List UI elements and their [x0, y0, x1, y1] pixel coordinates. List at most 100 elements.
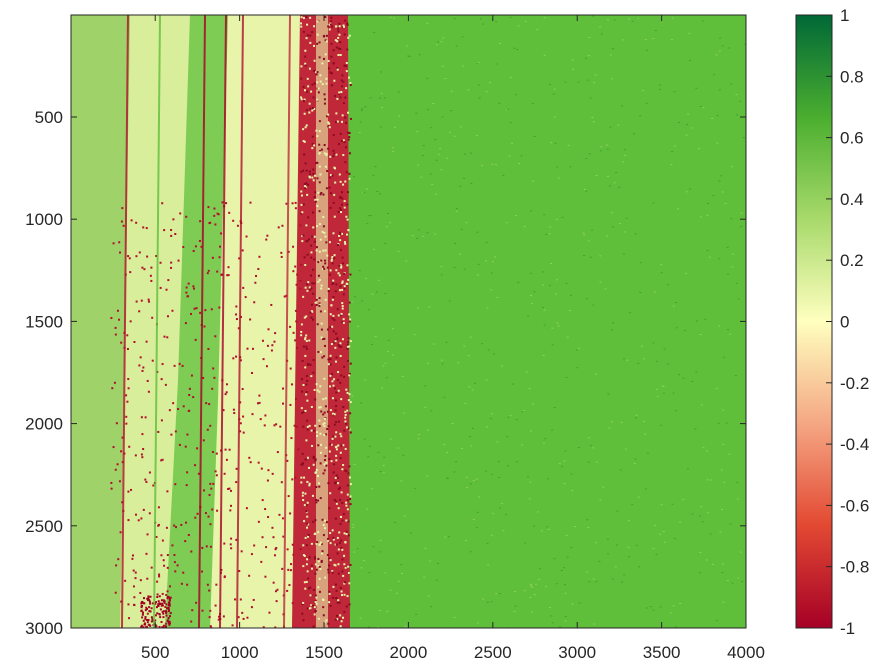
speckle [340, 312, 343, 315]
speckle [404, 625, 407, 627]
speckle [166, 490, 169, 493]
speckle [315, 298, 318, 301]
speckle [313, 240, 316, 243]
speckle [122, 224, 125, 227]
speckle [343, 200, 346, 203]
speckle [434, 233, 437, 235]
speckle [731, 266, 734, 268]
speckle [406, 45, 409, 47]
speckle [333, 387, 336, 390]
speckle [637, 17, 640, 19]
speckle [348, 393, 351, 396]
speckle [302, 425, 305, 428]
speckle [261, 499, 264, 502]
speckle [339, 457, 342, 460]
speckle [536, 28, 539, 30]
speckle [322, 524, 325, 527]
speckle [343, 554, 346, 557]
speckle [643, 433, 646, 435]
speckle [532, 180, 535, 182]
speckle [289, 403, 292, 406]
speckle [742, 137, 745, 139]
speckle [356, 548, 359, 550]
speckle [332, 149, 335, 152]
speckle [173, 524, 176, 527]
speckle [302, 85, 305, 88]
speckle [695, 87, 698, 89]
speckle [156, 612, 159, 615]
speckle [314, 424, 317, 427]
speckle [324, 262, 327, 265]
speckle [367, 309, 370, 311]
speckle [556, 322, 559, 324]
speckle [330, 304, 333, 307]
speckle [324, 405, 327, 408]
speckle [379, 609, 382, 611]
speckle [339, 486, 342, 489]
speckle [308, 484, 311, 487]
speckle [319, 497, 322, 500]
speckle [338, 143, 341, 146]
speckle [127, 490, 130, 493]
speckle [314, 557, 317, 560]
speckle [619, 469, 622, 471]
speckle [343, 25, 346, 28]
speckle [520, 444, 523, 446]
speckle [667, 284, 670, 286]
speckle [257, 402, 260, 405]
speckle [342, 24, 345, 27]
speckle [605, 235, 608, 237]
speckle [338, 264, 341, 267]
speckle [235, 355, 238, 358]
speckle [621, 581, 624, 583]
speckle [314, 200, 317, 203]
speckle [740, 212, 743, 214]
speckle [305, 37, 308, 40]
speckle [443, 444, 446, 446]
speckle [543, 54, 546, 56]
speckle [186, 295, 189, 298]
speckle [328, 557, 331, 560]
speckle [312, 179, 315, 182]
speckle [327, 425, 330, 428]
speckle [272, 581, 275, 584]
speckle [344, 541, 347, 544]
speckle [485, 470, 488, 472]
speckle [322, 249, 325, 252]
speckle [332, 384, 335, 387]
speckle [333, 563, 336, 566]
speckle [667, 363, 670, 365]
speckle [318, 419, 321, 422]
speckle [319, 451, 322, 454]
speckle [335, 448, 338, 451]
speckle [663, 541, 666, 543]
speckle [339, 515, 342, 518]
speckle [314, 519, 317, 522]
speckle [317, 474, 320, 477]
speckle [501, 503, 504, 505]
speckle [160, 621, 163, 624]
speckle [168, 623, 171, 626]
speckle [198, 239, 201, 242]
speckle [334, 543, 337, 546]
speckle [325, 82, 328, 85]
speckle [477, 62, 480, 64]
speckle [366, 508, 369, 510]
speckle [736, 482, 739, 484]
speckle [126, 347, 129, 350]
speckle [134, 513, 137, 516]
stripe [236, 15, 244, 628]
speckle [333, 254, 336, 257]
speckle [718, 180, 721, 182]
speckle [509, 122, 512, 124]
speckle [330, 259, 333, 262]
speckle [595, 174, 598, 176]
x-tick-label: 4000 [727, 643, 765, 662]
speckle [147, 599, 150, 602]
speckle [166, 619, 169, 622]
speckle [549, 83, 552, 85]
speckle [600, 33, 603, 35]
speckle [575, 349, 578, 351]
speckle [335, 589, 338, 592]
speckle [148, 471, 151, 474]
